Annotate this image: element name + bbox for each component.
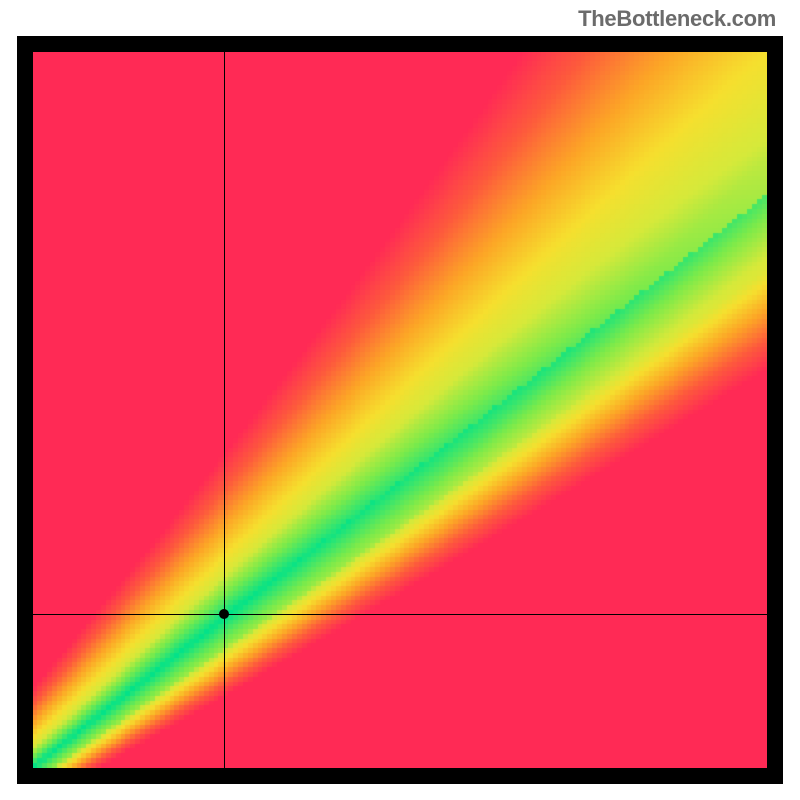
bottleneck-heatmap [33,52,767,768]
frame-top [17,36,783,52]
frame-right [767,36,783,784]
crosshair-horizontal [33,614,767,615]
crosshair-marker [219,609,229,619]
frame-left [17,36,33,784]
crosshair-vertical [224,52,225,768]
watermark-text: TheBottleneck.com [578,6,776,32]
frame-bottom [17,768,783,784]
chart-container: TheBottleneck.com [0,0,800,800]
